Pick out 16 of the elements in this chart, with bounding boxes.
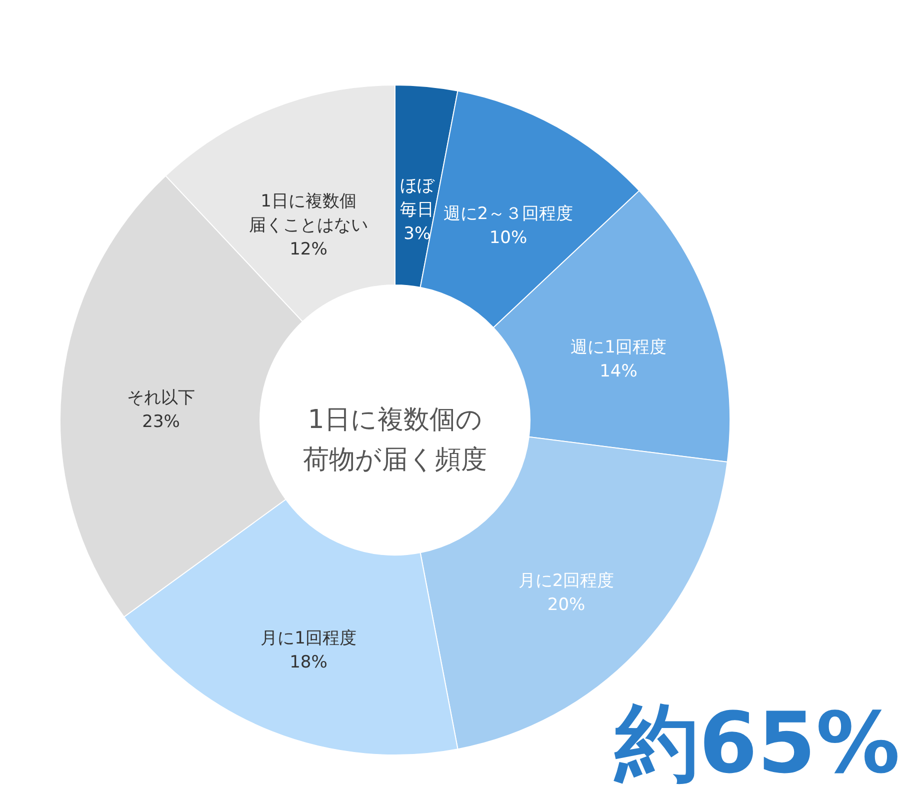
data-label: 3% [404, 224, 431, 244]
slice-label: 週に1回程度 [570, 337, 666, 358]
slice-label: それ以下 [127, 388, 196, 408]
data-label: 23% [142, 412, 180, 432]
slice-label: 月に1回程度 [260, 628, 356, 648]
text: 1日に複数個の荷物が届く頻度 [303, 405, 487, 475]
data-label: 10% [489, 228, 528, 248]
slice-label: 週に2～３回程度 [443, 204, 574, 224]
data-label: 20% [547, 594, 586, 615]
data-label: 14% [600, 361, 638, 382]
text: 約65% [612, 694, 900, 792]
slice-label: 月に2回程度 [518, 570, 614, 591]
data-label: 18% [290, 652, 328, 672]
slice-label: ほぼ毎日 [400, 176, 436, 220]
data-label: 12% [290, 240, 328, 260]
slice-label: 1日に複数個届くことはない [248, 192, 368, 236]
